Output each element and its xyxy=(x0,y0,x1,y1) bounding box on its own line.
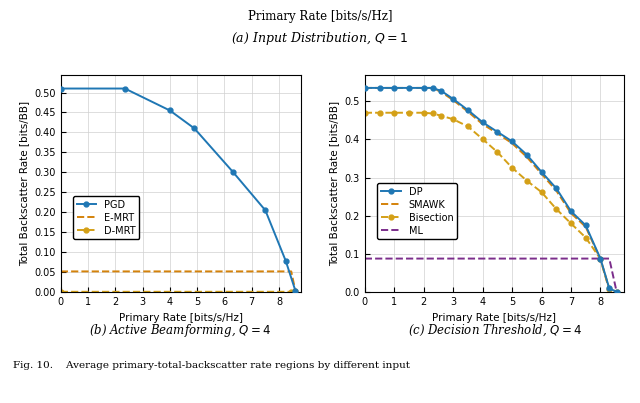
X-axis label: Primary Rate [bits/s/Hz]: Primary Rate [bits/s/Hz] xyxy=(119,313,243,322)
DP xyxy=(493,129,501,134)
D-MRT xyxy=(57,289,65,294)
DP xyxy=(567,209,575,214)
DP xyxy=(523,152,531,157)
Bisection xyxy=(420,110,428,115)
Bisection xyxy=(538,190,545,195)
SMAWK xyxy=(605,287,613,292)
DP xyxy=(376,85,383,90)
Line: E-MRT: E-MRT xyxy=(61,271,295,291)
Text: (c) Decision Threshold, $Q=4$: (c) Decision Threshold, $Q=4$ xyxy=(408,322,582,338)
DP xyxy=(596,256,604,261)
Text: Primary Rate [bits/s/Hz]: Primary Rate [bits/s/Hz] xyxy=(248,10,392,23)
DP xyxy=(464,108,472,112)
E-MRT xyxy=(291,288,299,293)
Line: ML: ML xyxy=(365,259,616,292)
SMAWK xyxy=(405,85,413,90)
Bisection xyxy=(493,150,501,154)
Bisection xyxy=(438,113,445,118)
SMAWK xyxy=(429,85,436,90)
Bisection xyxy=(376,110,383,115)
PGD xyxy=(166,108,173,113)
SMAWK xyxy=(493,131,501,136)
DP xyxy=(438,89,445,93)
Bisection xyxy=(429,111,436,116)
DP xyxy=(582,223,589,228)
Text: (a) Input Distribution, $Q=1$: (a) Input Distribution, $Q=1$ xyxy=(232,30,408,47)
SMAWK xyxy=(449,98,457,102)
Line: PGD: PGD xyxy=(58,86,298,293)
SMAWK xyxy=(361,85,369,90)
PGD xyxy=(262,208,269,213)
DP xyxy=(429,85,436,90)
Bisection xyxy=(523,178,531,183)
D-MRT xyxy=(287,289,295,294)
Bisection xyxy=(605,286,613,291)
Legend: PGD, E-MRT, D-MRT: PGD, E-MRT, D-MRT xyxy=(73,196,140,239)
Bisection xyxy=(479,137,486,141)
SMAWK xyxy=(567,211,575,216)
SMAWK xyxy=(508,141,516,146)
PGD xyxy=(291,288,299,293)
Y-axis label: Total Backscatter Rate [bits/BB]: Total Backscatter Rate [bits/BB] xyxy=(329,101,339,266)
E-MRT xyxy=(57,269,65,274)
Line: SMAWK: SMAWK xyxy=(365,88,616,292)
X-axis label: Primary Rate [bits/s/Hz]: Primary Rate [bits/s/Hz] xyxy=(433,313,556,322)
SMAWK xyxy=(479,122,486,127)
SMAWK xyxy=(538,171,545,176)
Line: DP: DP xyxy=(362,85,619,294)
Bisection xyxy=(567,221,575,226)
Bisection xyxy=(464,124,472,129)
Y-axis label: Total Backscatter Rate [bits/BB]: Total Backscatter Rate [bits/BB] xyxy=(19,101,29,266)
SMAWK xyxy=(438,90,445,95)
Line: D-MRT: D-MRT xyxy=(58,289,298,294)
ML xyxy=(361,256,369,261)
E-MRT xyxy=(287,269,295,274)
Legend: DP, SMAWK, Bisection, ML: DP, SMAWK, Bisection, ML xyxy=(378,183,457,239)
SMAWK xyxy=(390,85,398,90)
SMAWK xyxy=(582,224,589,229)
D-MRT xyxy=(291,289,299,293)
SMAWK xyxy=(464,109,472,114)
PGD xyxy=(228,169,236,174)
SMAWK xyxy=(552,188,560,193)
Bisection xyxy=(390,110,398,115)
DP xyxy=(449,97,457,102)
DP xyxy=(605,286,613,291)
Bisection xyxy=(552,206,560,211)
Bisection xyxy=(596,257,604,262)
PGD xyxy=(121,86,129,91)
PGD xyxy=(57,86,65,91)
Bisection xyxy=(612,289,620,294)
DP xyxy=(479,120,486,125)
Bisection xyxy=(405,110,413,115)
DP xyxy=(508,139,516,144)
Text: Fig. 10.    Average primary-total-backscatter rate regions by different input: Fig. 10. Average primary-total-backscatt… xyxy=(13,361,410,370)
SMAWK xyxy=(612,289,620,294)
Line: Bisection: Bisection xyxy=(362,110,619,294)
PGD xyxy=(282,259,290,264)
PGD xyxy=(191,126,198,131)
DP xyxy=(538,170,545,174)
Bisection xyxy=(508,165,516,170)
Text: (b) Active Beamforming, $Q=4$: (b) Active Beamforming, $Q=4$ xyxy=(90,322,271,339)
SMAWK xyxy=(596,257,604,262)
Bisection xyxy=(449,117,457,122)
DP xyxy=(405,85,413,90)
DP xyxy=(390,85,398,90)
ML xyxy=(612,289,620,294)
SMAWK xyxy=(420,85,428,90)
DP xyxy=(361,85,369,90)
DP xyxy=(612,289,620,294)
DP xyxy=(552,186,560,191)
Bisection xyxy=(582,235,589,240)
ML xyxy=(605,256,613,261)
SMAWK xyxy=(376,85,383,90)
DP xyxy=(420,85,428,90)
SMAWK xyxy=(523,155,531,160)
Bisection xyxy=(361,110,369,115)
